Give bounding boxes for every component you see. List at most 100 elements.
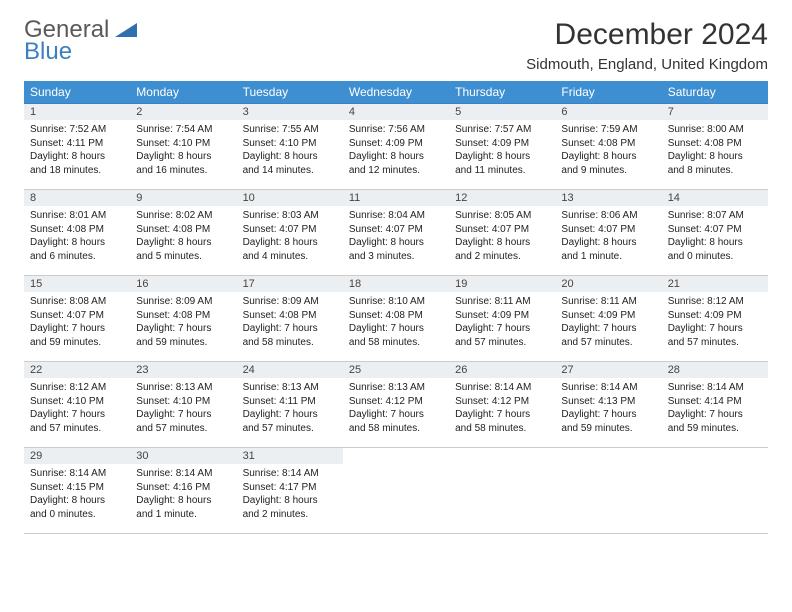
day-header: Monday [130,81,236,104]
day-number: 5 [449,104,555,120]
day-number: 22 [24,362,130,378]
daylight-line: Daylight: 8 hours and 4 minutes. [243,236,337,263]
day-number: 18 [343,276,449,292]
sunset-line: Sunset: 4:08 PM [30,223,124,237]
daylight-line: Daylight: 7 hours and 58 minutes. [455,408,549,435]
calendar-head: SundayMondayTuesdayWednesdayThursdayFrid… [24,81,768,104]
calendar-table: SundayMondayTuesdayWednesdayThursdayFrid… [24,81,768,534]
sunset-line: Sunset: 4:11 PM [30,137,124,151]
header: General Blue December 2024 Sidmouth, Eng… [24,18,768,73]
sunset-line: Sunset: 4:09 PM [561,309,655,323]
day-details: Sunrise: 8:11 AMSunset: 4:09 PMDaylight:… [449,292,555,353]
sunset-line: Sunset: 4:08 PM [668,137,762,151]
sunset-line: Sunset: 4:11 PM [243,395,337,409]
sunset-line: Sunset: 4:09 PM [668,309,762,323]
day-details: Sunrise: 8:14 AMSunset: 4:17 PMDaylight:… [237,464,343,525]
day-number: 17 [237,276,343,292]
daylight-line: Daylight: 7 hours and 58 minutes. [349,322,443,349]
sunset-line: Sunset: 4:08 PM [136,309,230,323]
calendar-cell: 25Sunrise: 8:13 AMSunset: 4:12 PMDayligh… [343,362,449,448]
sunrise-line: Sunrise: 8:13 AM [136,381,230,395]
day-number: 20 [555,276,661,292]
sunset-line: Sunset: 4:08 PM [349,309,443,323]
calendar-cell: 29Sunrise: 8:14 AMSunset: 4:15 PMDayligh… [24,448,130,534]
sunrise-line: Sunrise: 7:59 AM [561,123,655,137]
calendar-cell: 24 Sunrise: 8:13 AMSunset: 4:11 PMDayligh… [237,362,343,448]
calendar-row: 22Sunrise: 8:12 AMSunset: 4:10 PMDayligh… [24,362,768,448]
day-header: Sunday [24,81,130,104]
sunrise-line: Sunrise: 8:14 AM [455,381,549,395]
day-details: Sunrise: 8:09 AMSunset: 4:08 PMDaylight:… [237,292,343,353]
sunrise-line: Sunrise: 8:12 AM [668,295,762,309]
triangle-icon [115,18,137,42]
calendar-cell: 18Sunrise: 8:10 AMSunset: 4:08 PMDayligh… [343,276,449,362]
day-details: Sunrise: 8:13 AMSunset: 4:10 PMDaylight:… [130,378,236,439]
day-number: 6 [555,104,661,120]
calendar-cell [662,448,768,534]
day-header: Thursday [449,81,555,104]
calendar-row: 15Sunrise: 8:08 AMSunset: 4:07 PMDayligh… [24,276,768,362]
calendar-cell: 21Sunrise: 8:12 AMSunset: 4:09 PMDayligh… [662,276,768,362]
day-header: Friday [555,81,661,104]
day-number: 24 [237,362,343,378]
calendar-cell: 15Sunrise: 8:08 AMSunset: 4:07 PMDayligh… [24,276,130,362]
calendar-cell: 19Sunrise: 8:11 AMSunset: 4:09 PMDayligh… [449,276,555,362]
day-number: 8 [24,190,130,206]
sunrise-line: Sunrise: 7:56 AM [349,123,443,137]
sunset-line: Sunset: 4:08 PM [136,223,230,237]
sunset-line: Sunset: 4:07 PM [561,223,655,237]
daylight-line: Daylight: 8 hours and 2 minutes. [243,494,337,521]
day-number: 26 [449,362,555,378]
daylight-line: Daylight: 8 hours and 9 minutes. [561,150,655,177]
day-details: Sunrise: 8:00 AMSunset: 4:08 PMDaylight:… [662,120,768,181]
daylight-line: Daylight: 7 hours and 59 minutes. [668,408,762,435]
day-number: 1 [24,104,130,120]
daylight-line: Daylight: 7 hours and 57 minutes. [136,408,230,435]
daylight-line: Daylight: 7 hours and 59 minutes. [30,322,124,349]
day-number: 10 [237,190,343,206]
daylight-line: Daylight: 7 hours and 57 minutes. [243,408,337,435]
sunrise-line: Sunrise: 7:52 AM [30,123,124,137]
calendar-cell: 5Sunrise: 7:57 AMSunset: 4:09 PMDaylight… [449,104,555,190]
calendar-cell: 26 Sunrise: 8:14 AMSunset: 4:12 PMDayligh… [449,362,555,448]
day-details: Sunrise: 8:14 AMSunset: 4:15 PMDaylight:… [24,464,130,525]
day-number: 13 [555,190,661,206]
calendar-row: 1Sunrise: 7:52 AMSunset: 4:11 PMDaylight… [24,104,768,190]
day-details: Sunrise: 8:03 AMSunset: 4:07 PMDaylight:… [237,206,343,267]
day-details: Sunrise: 7:55 AMSunset: 4:10 PMDaylight:… [237,120,343,181]
calendar-cell: 9Sunrise: 8:02 AMSunset: 4:08 PMDaylight… [130,190,236,276]
day-details: Sunrise: 7:52 AMSunset: 4:11 PMDaylight:… [24,120,130,181]
daylight-line: Daylight: 8 hours and 5 minutes. [136,236,230,263]
day-details: Sunrise: 8:12 AMSunset: 4:09 PMDaylight:… [662,292,768,353]
day-details: Sunrise: 8:11 AMSunset: 4:09 PMDaylight:… [555,292,661,353]
sunset-line: Sunset: 4:13 PM [561,395,655,409]
day-number: 4 [343,104,449,120]
sunrise-line: Sunrise: 8:09 AM [136,295,230,309]
day-number: 3 [237,104,343,120]
sunrise-line: Sunrise: 8:13 AM [243,381,337,395]
sunset-line: Sunset: 4:07 PM [455,223,549,237]
calendar-cell: 27Sunrise: 8:14 AMSunset: 4:13 PMDayligh… [555,362,661,448]
calendar-cell: 23Sunrise: 8:13 AMSunset: 4:10 PMDayligh… [130,362,236,448]
calendar-cell [343,448,449,534]
sunset-line: Sunset: 4:07 PM [668,223,762,237]
sunset-line: Sunset: 4:08 PM [561,137,655,151]
daylight-line: Daylight: 8 hours and 6 minutes. [30,236,124,263]
sunset-line: Sunset: 4:12 PM [455,395,549,409]
day-header: Tuesday [237,81,343,104]
daylight-line: Daylight: 7 hours and 58 minutes. [349,408,443,435]
sunset-line: Sunset: 4:07 PM [243,223,337,237]
calendar-cell [555,448,661,534]
day-header: Saturday [662,81,768,104]
daylight-line: Daylight: 8 hours and 1 minute. [136,494,230,521]
day-number: 11 [343,190,449,206]
day-number: 16 [130,276,236,292]
calendar-cell: 10Sunrise: 8:03 AMSunset: 4:07 PMDayligh… [237,190,343,276]
day-details: Sunrise: 8:14 AMSunset: 4:14 PMDaylight:… [662,378,768,439]
sunset-line: Sunset: 4:14 PM [668,395,762,409]
sunrise-line: Sunrise: 7:54 AM [136,123,230,137]
day-number: 7 [662,104,768,120]
calendar-cell: 3Sunrise: 7:55 AMSunset: 4:10 PMDaylight… [237,104,343,190]
sunset-line: Sunset: 4:07 PM [349,223,443,237]
day-number: 31 [237,448,343,464]
